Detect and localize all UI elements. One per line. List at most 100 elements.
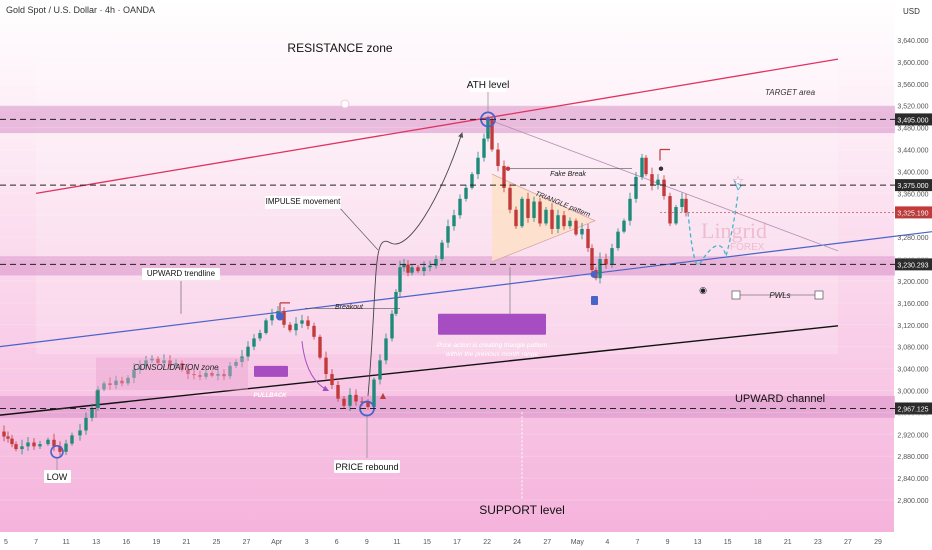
support-channel-line[interactable] <box>0 325 839 416</box>
candle[interactable] <box>348 394 352 406</box>
candle[interactable] <box>318 336 322 358</box>
candle[interactable] <box>476 157 480 175</box>
candle[interactable] <box>228 365 232 377</box>
candle[interactable] <box>240 356 244 362</box>
candle[interactable] <box>508 187 512 210</box>
candle[interactable] <box>446 226 450 243</box>
candle[interactable] <box>384 338 388 361</box>
candle[interactable] <box>470 174 474 188</box>
candle[interactable] <box>90 408 94 418</box>
candle[interactable] <box>14 444 18 450</box>
candle[interactable] <box>650 174 654 186</box>
candle[interactable] <box>288 324 292 331</box>
candle[interactable] <box>96 389 100 408</box>
candle[interactable] <box>398 267 402 292</box>
candle[interactable] <box>174 363 178 366</box>
candle[interactable] <box>394 291 398 314</box>
candle[interactable] <box>372 379 376 407</box>
candle[interactable] <box>108 383 112 385</box>
candle[interactable] <box>674 207 678 224</box>
candle[interactable] <box>354 394 358 402</box>
candle[interactable] <box>568 220 572 227</box>
candle[interactable] <box>210 372 214 376</box>
candle[interactable] <box>532 201 536 218</box>
candle[interactable] <box>482 138 486 158</box>
candle[interactable] <box>390 313 394 339</box>
upward-trendline[interactable] <box>0 231 932 348</box>
candle[interactable] <box>114 380 118 385</box>
candle[interactable] <box>580 228 584 235</box>
candle[interactable] <box>656 179 660 186</box>
candle[interactable] <box>526 198 530 218</box>
candle[interactable] <box>144 360 148 366</box>
candle[interactable] <box>410 267 414 273</box>
candle[interactable] <box>452 215 456 227</box>
candle[interactable] <box>52 439 56 447</box>
candle[interactable] <box>366 402 370 407</box>
candle[interactable] <box>610 248 614 265</box>
candle[interactable] <box>502 165 506 188</box>
candle[interactable] <box>402 264 406 268</box>
candle[interactable] <box>282 311 286 325</box>
candle[interactable] <box>26 442 30 447</box>
candle[interactable] <box>622 220 626 232</box>
candle[interactable] <box>264 320 268 333</box>
candle[interactable] <box>270 314 274 321</box>
candle[interactable] <box>126 377 130 384</box>
candle[interactable] <box>360 401 364 403</box>
candle[interactable] <box>422 267 426 272</box>
candle[interactable] <box>78 430 82 436</box>
candle[interactable] <box>20 446 24 450</box>
candle[interactable] <box>234 362 238 366</box>
candle[interactable] <box>486 119 490 139</box>
candle[interactable] <box>440 242 444 260</box>
candle[interactable] <box>38 444 42 447</box>
candle[interactable] <box>102 383 106 390</box>
candle[interactable] <box>222 374 226 377</box>
candle[interactable] <box>32 442 36 447</box>
candle[interactable] <box>192 374 196 376</box>
candle[interactable] <box>198 375 202 377</box>
candle[interactable] <box>586 228 590 249</box>
candle[interactable] <box>562 215 566 227</box>
candle[interactable] <box>258 332 262 339</box>
candle[interactable] <box>458 198 462 216</box>
candle[interactable] <box>180 363 184 370</box>
candle[interactable] <box>378 360 382 380</box>
candle[interactable] <box>550 209 554 229</box>
candle[interactable] <box>628 198 632 221</box>
candle[interactable] <box>276 311 280 315</box>
candle[interactable] <box>616 231 620 249</box>
candle[interactable] <box>216 374 220 376</box>
candle[interactable] <box>10 438 14 445</box>
candle[interactable] <box>496 149 500 166</box>
candle[interactable] <box>252 338 256 347</box>
candle[interactable] <box>336 385 340 399</box>
candle[interactable] <box>644 157 648 175</box>
candle[interactable] <box>186 369 190 375</box>
candle[interactable] <box>668 196 672 224</box>
candle[interactable] <box>156 358 160 364</box>
candle[interactable] <box>428 265 432 268</box>
candle[interactable] <box>312 325 316 337</box>
candle[interactable] <box>640 157 644 177</box>
candle[interactable] <box>514 209 518 227</box>
resistance-trendline[interactable] <box>35 58 839 194</box>
candle[interactable] <box>70 435 74 444</box>
candle[interactable] <box>684 198 688 213</box>
candle[interactable] <box>406 264 410 273</box>
candle[interactable] <box>574 220 578 235</box>
candle[interactable] <box>634 176 638 199</box>
candle[interactable] <box>434 259 438 266</box>
candle[interactable] <box>58 446 62 452</box>
candle[interactable] <box>538 201 542 224</box>
candle[interactable] <box>306 320 310 326</box>
candle[interactable] <box>520 198 524 227</box>
candle[interactable] <box>138 365 142 370</box>
candle[interactable] <box>556 215 560 229</box>
candle[interactable] <box>342 398 346 406</box>
candle[interactable] <box>300 320 304 324</box>
candle[interactable] <box>162 360 166 364</box>
candle[interactable] <box>246 346 250 357</box>
